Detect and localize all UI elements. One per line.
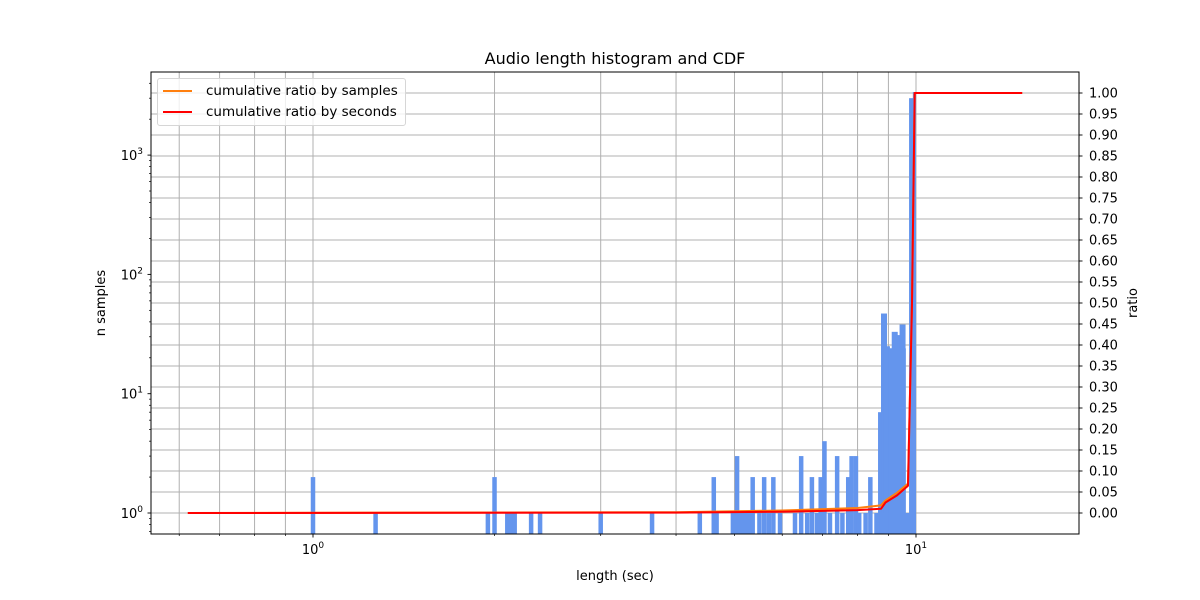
- svg-text:0.90: 0.90: [1089, 129, 1118, 144]
- svg-text:101: 101: [905, 541, 927, 558]
- y-axis-label-left: n samples: [94, 270, 109, 337]
- svg-text:0.65: 0.65: [1089, 234, 1118, 249]
- svg-text:102: 102: [121, 266, 143, 283]
- legend-swatch-red-icon: [163, 111, 192, 113]
- svg-text:0.10: 0.10: [1089, 465, 1118, 480]
- svg-text:0.45: 0.45: [1089, 318, 1118, 333]
- svg-text:100: 100: [302, 541, 325, 558]
- cdf-lines: [187, 92, 1023, 514]
- x-axis-label: length (sec): [576, 569, 654, 584]
- svg-text:0.75: 0.75: [1089, 192, 1118, 207]
- svg-text:0.70: 0.70: [1089, 213, 1118, 228]
- svg-text:0.30: 0.30: [1089, 381, 1118, 396]
- y-axis-label-right: ratio: [1126, 288, 1141, 318]
- histogram-bars: [310, 92, 916, 534]
- svg-text:0.20: 0.20: [1089, 423, 1118, 438]
- legend-swatch-orange-icon: [163, 90, 192, 92]
- svg-text:0.95: 0.95: [1089, 108, 1118, 123]
- svg-text:0.50: 0.50: [1089, 297, 1118, 312]
- svg-text:100: 100: [121, 505, 144, 522]
- svg-text:0.60: 0.60: [1089, 255, 1118, 270]
- svg-text:1.00: 1.00: [1089, 87, 1118, 102]
- legend: cumulative ratio by samples cumulative r…: [157, 78, 406, 126]
- legend-item-seconds: cumulative ratio by seconds: [158, 102, 397, 122]
- svg-text:101: 101: [121, 386, 143, 403]
- legend-label-samples: cumulative ratio by samples: [206, 83, 398, 99]
- chart-title: Audio length histogram and CDF: [485, 49, 746, 68]
- svg-text:0.25: 0.25: [1089, 402, 1118, 417]
- svg-text:0.00: 0.00: [1089, 507, 1118, 522]
- svg-text:0.80: 0.80: [1089, 171, 1118, 186]
- svg-text:103: 103: [121, 147, 143, 164]
- legend-item-samples: cumulative ratio by samples: [158, 81, 398, 101]
- axis-ticks: 0.00 0.05 0.10 0.15 0.20 0.25 0.30 0.35 0.40 0.45…: [121, 82, 1118, 558]
- svg-text:0.15: 0.15: [1089, 444, 1118, 459]
- svg-text:0.05: 0.05: [1089, 486, 1118, 501]
- legend-label-seconds: cumulative ratio by seconds: [206, 104, 397, 120]
- svg-text:0.55: 0.55: [1089, 276, 1118, 291]
- grid-lines: [151, 72, 1079, 534]
- svg-text:0.40: 0.40: [1089, 339, 1118, 354]
- svg-text:0.35: 0.35: [1089, 360, 1118, 375]
- svg-text:0.85: 0.85: [1089, 150, 1118, 165]
